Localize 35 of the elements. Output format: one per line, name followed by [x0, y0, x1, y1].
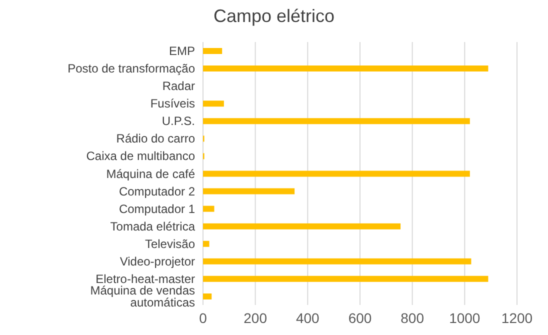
bar [203, 240, 210, 247]
y-tick-label: EMP [168, 44, 195, 58]
bar [203, 258, 472, 264]
bar [203, 100, 224, 107]
bar [203, 188, 295, 194]
bar [203, 48, 222, 54]
x-tick-label: 600 [348, 310, 372, 326]
y-tick-label: Fusíveis [150, 96, 195, 111]
y-tick-label: Tomada elétrica [110, 219, 196, 234]
y-tick-label: Máquina de café [106, 166, 196, 181]
y-tick-label: Video-projetor [120, 254, 195, 268]
bar [203, 276, 488, 282]
y-tick-label: Televisão [144, 236, 196, 251]
y-tick-label: Rádio do carro [116, 132, 196, 146]
y-tick-label: Computador 1 [118, 202, 196, 216]
x-tick-label: 200 [244, 310, 268, 326]
y-tick-label: Eletro-heat-master [96, 272, 195, 286]
bar [203, 66, 488, 72]
bar [203, 223, 401, 230]
x-tick-label: 1000 [449, 310, 480, 326]
x-tick-label: 0 [199, 310, 208, 326]
x-tick-label: 1200 [501, 310, 533, 326]
bar [203, 118, 470, 124]
y-tick-label: U.P.S. [162, 114, 195, 128]
x-tick-label: 400 [296, 310, 320, 326]
bar [203, 293, 212, 300]
y-tick-label: Posto de transformação [68, 62, 196, 76]
bar [203, 206, 214, 212]
chart-title: Campo elétrico [212, 6, 336, 27]
bar [203, 170, 470, 177]
y-tick-label: Máquina de vendas automáticas [90, 283, 195, 310]
y-tick-label: Radar [162, 79, 195, 94]
y-tick-label: Caixa de multibanco [86, 149, 196, 164]
y-tick-label: Computador 2 [118, 184, 196, 198]
x-tick-label: 800 [400, 310, 424, 326]
